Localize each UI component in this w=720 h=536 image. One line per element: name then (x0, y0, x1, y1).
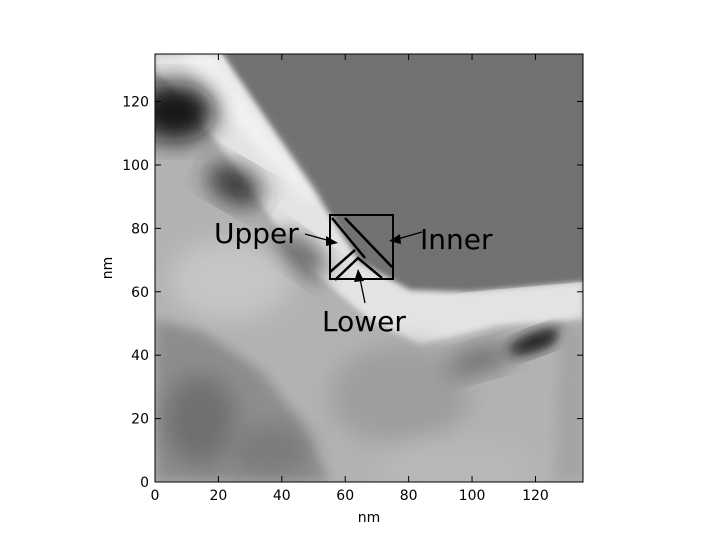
x-axis-label: nm (358, 510, 381, 526)
x-tick-label: 120 (522, 488, 549, 504)
annotation-lower: Lower (322, 305, 406, 338)
y-tick-label: 0 (140, 475, 149, 491)
x-tick-label: 100 (459, 488, 486, 504)
x-tick-label: 80 (400, 488, 418, 504)
y-axis-ticks: 0 20 40 60 80 100 120 (122, 95, 583, 491)
tem-image (155, 54, 583, 482)
annotation-inner: Inner (420, 223, 493, 256)
annotation-arrows (304, 231, 423, 304)
y-tick-label: 100 (122, 158, 149, 174)
y-tick-label: 80 (131, 221, 149, 237)
x-tick-label: 40 (273, 488, 291, 504)
y-tick-label: 120 (122, 95, 149, 111)
y-tick-label: 60 (131, 285, 149, 301)
y-axis-label: nm (100, 257, 116, 280)
x-axis-ticks: 0 20 40 60 80 100 120 (151, 54, 549, 504)
y-tick-label: 40 (131, 348, 149, 364)
plot-frame (154, 53, 584, 483)
x-tick-label: 20 (209, 488, 227, 504)
x-tick-label: 0 (151, 488, 160, 504)
y-tick-label: 20 (131, 412, 149, 428)
annotation-upper: Upper (214, 217, 299, 250)
x-tick-label: 60 (336, 488, 354, 504)
